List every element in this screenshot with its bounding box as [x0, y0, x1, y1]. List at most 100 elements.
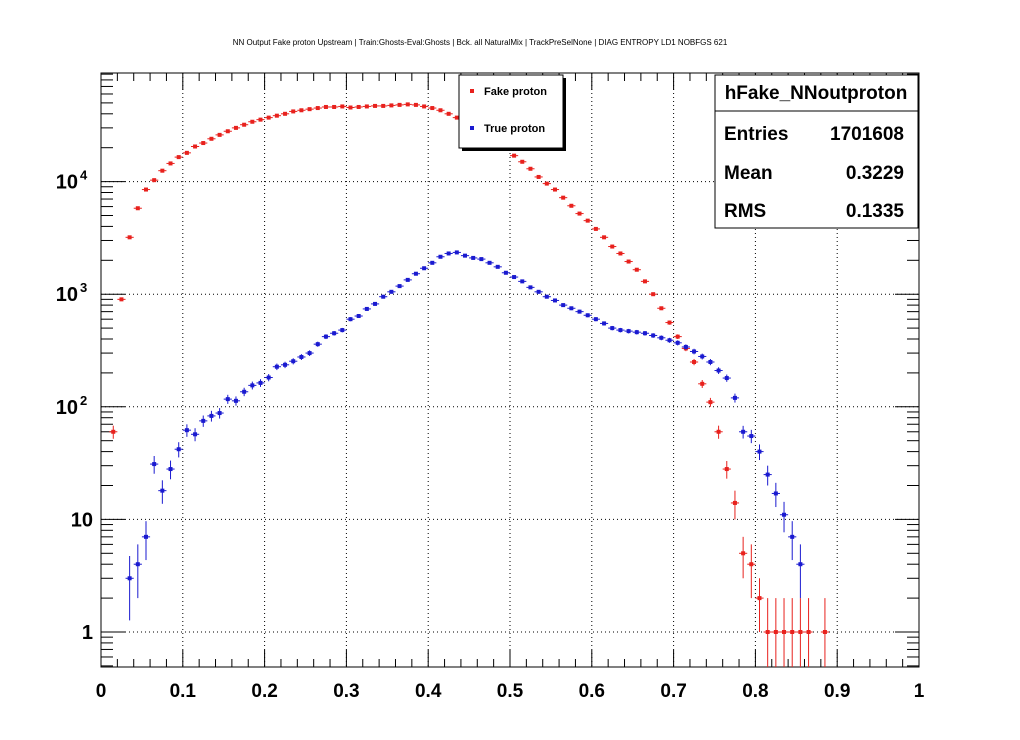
- fake-proton-point: [438, 108, 443, 113]
- series-true-proton: [125, 250, 805, 621]
- fake-proton-point: [806, 630, 811, 634]
- fake-proton-point: [520, 159, 525, 164]
- true-proton-point: [749, 434, 754, 439]
- true-proton-point: [675, 340, 680, 345]
- x-tick-label: 1: [914, 681, 925, 702]
- true-proton-point: [340, 328, 345, 333]
- x-tick-label: 0.4: [415, 681, 442, 702]
- true-proton-point: [364, 306, 369, 311]
- true-proton-point: [536, 289, 541, 294]
- true-proton-point: [782, 512, 787, 517]
- true-proton-point: [610, 326, 615, 331]
- fake-proton-point: [111, 429, 116, 434]
- true-proton-point: [201, 418, 206, 423]
- legend-label-fake-proton: Fake proton: [484, 86, 547, 98]
- stats-box-frame: [714, 74, 919, 229]
- true-proton-point: [160, 488, 165, 493]
- stats-histogram-name: hFake_NNoutproton: [725, 83, 908, 104]
- fake-proton-point: [716, 429, 721, 434]
- true-proton-point: [135, 562, 140, 567]
- true-proton-point: [528, 285, 533, 290]
- true-proton-point: [659, 335, 664, 340]
- legend-label-true-proton: True proton: [484, 123, 545, 135]
- true-proton-point: [471, 255, 476, 260]
- true-proton-point: [790, 534, 795, 539]
- fake-proton-point: [659, 306, 664, 311]
- fake-proton-point: [397, 102, 402, 107]
- true-proton-point: [152, 462, 157, 467]
- fake-proton-point: [610, 244, 615, 249]
- stats-entries-value: 1701608: [830, 124, 904, 145]
- true-proton-point: [773, 491, 778, 496]
- fake-proton-point: [332, 104, 337, 109]
- true-proton-point: [332, 331, 337, 336]
- y-tick-label: 10: [56, 172, 78, 194]
- fake-proton-point: [749, 562, 754, 567]
- true-proton-point: [356, 314, 361, 319]
- fake-proton-point: [315, 106, 320, 111]
- fake-proton-point: [618, 251, 623, 256]
- true-proton-point: [479, 257, 484, 262]
- x-tick-label: 0.9: [824, 681, 850, 702]
- fake-proton-point: [651, 292, 656, 297]
- x-tick-label: 0.1: [170, 681, 197, 702]
- fake-proton-point: [160, 168, 165, 173]
- x-tick-label: 0.2: [251, 681, 277, 702]
- fake-proton-point: [242, 122, 247, 127]
- fake-proton-point: [724, 467, 729, 472]
- fake-proton-point: [430, 106, 435, 111]
- fake-proton-point: [348, 105, 353, 110]
- fake-proton-point: [373, 103, 378, 108]
- fake-proton-point: [765, 630, 770, 634]
- true-proton-point: [413, 271, 418, 276]
- true-proton-point: [405, 277, 410, 282]
- fake-proton-point: [176, 155, 181, 160]
- true-proton-point: [381, 294, 386, 299]
- fake-proton-point: [152, 178, 157, 183]
- stats-mean-value: 0.3229: [846, 163, 904, 184]
- true-proton-point: [741, 429, 746, 434]
- true-proton-point: [307, 351, 312, 356]
- x-tick-label: 0.3: [333, 681, 359, 702]
- x-axis-tick-labels: 0 0.1 0.2 0.3 0.4 0.5 0.6 0.7 0.8 0.9 1: [96, 681, 925, 702]
- x-tick-label: 0: [96, 681, 107, 702]
- fake-proton-point: [602, 235, 607, 240]
- true-proton-point: [757, 449, 762, 454]
- true-proton-point: [618, 328, 623, 333]
- true-proton-point: [495, 264, 500, 269]
- true-proton-point: [299, 354, 304, 359]
- fake-proton-point: [389, 103, 394, 108]
- fake-proton-point: [446, 111, 451, 116]
- fake-proton-point: [168, 161, 173, 166]
- true-proton-point: [176, 447, 181, 452]
- y-tick-label-exponent: 3: [80, 280, 87, 295]
- true-proton-point: [569, 306, 574, 311]
- fake-proton-point: [225, 129, 230, 134]
- fake-proton-point: [299, 108, 304, 113]
- true-proton-point: [250, 383, 255, 388]
- true-proton-point: [634, 330, 639, 335]
- true-proton-point: [168, 467, 173, 472]
- true-proton-point: [242, 389, 247, 394]
- fake-proton-point: [209, 136, 214, 141]
- fake-proton-point: [307, 107, 312, 112]
- fake-proton-point: [675, 334, 680, 339]
- fake-proton-point: [143, 187, 148, 192]
- true-proton-point: [561, 303, 566, 308]
- true-proton-point: [585, 313, 590, 318]
- fake-proton-point: [193, 144, 198, 149]
- true-proton-point: [577, 309, 582, 314]
- y-tick-label-exponent: 4: [80, 168, 88, 183]
- true-proton-point: [552, 298, 557, 303]
- y-tick-label-exponent: 2: [80, 393, 87, 408]
- stats-rms-value: 0.1335: [846, 201, 905, 222]
- fake-proton-point: [291, 109, 296, 114]
- fake-proton-point: [593, 226, 598, 231]
- true-proton-point: [520, 279, 525, 284]
- fake-proton-point: [512, 153, 517, 158]
- fake-proton-point: [822, 630, 827, 634]
- true-proton-point: [389, 289, 394, 294]
- fake-proton-point: [642, 279, 647, 284]
- fake-proton-point: [741, 551, 746, 556]
